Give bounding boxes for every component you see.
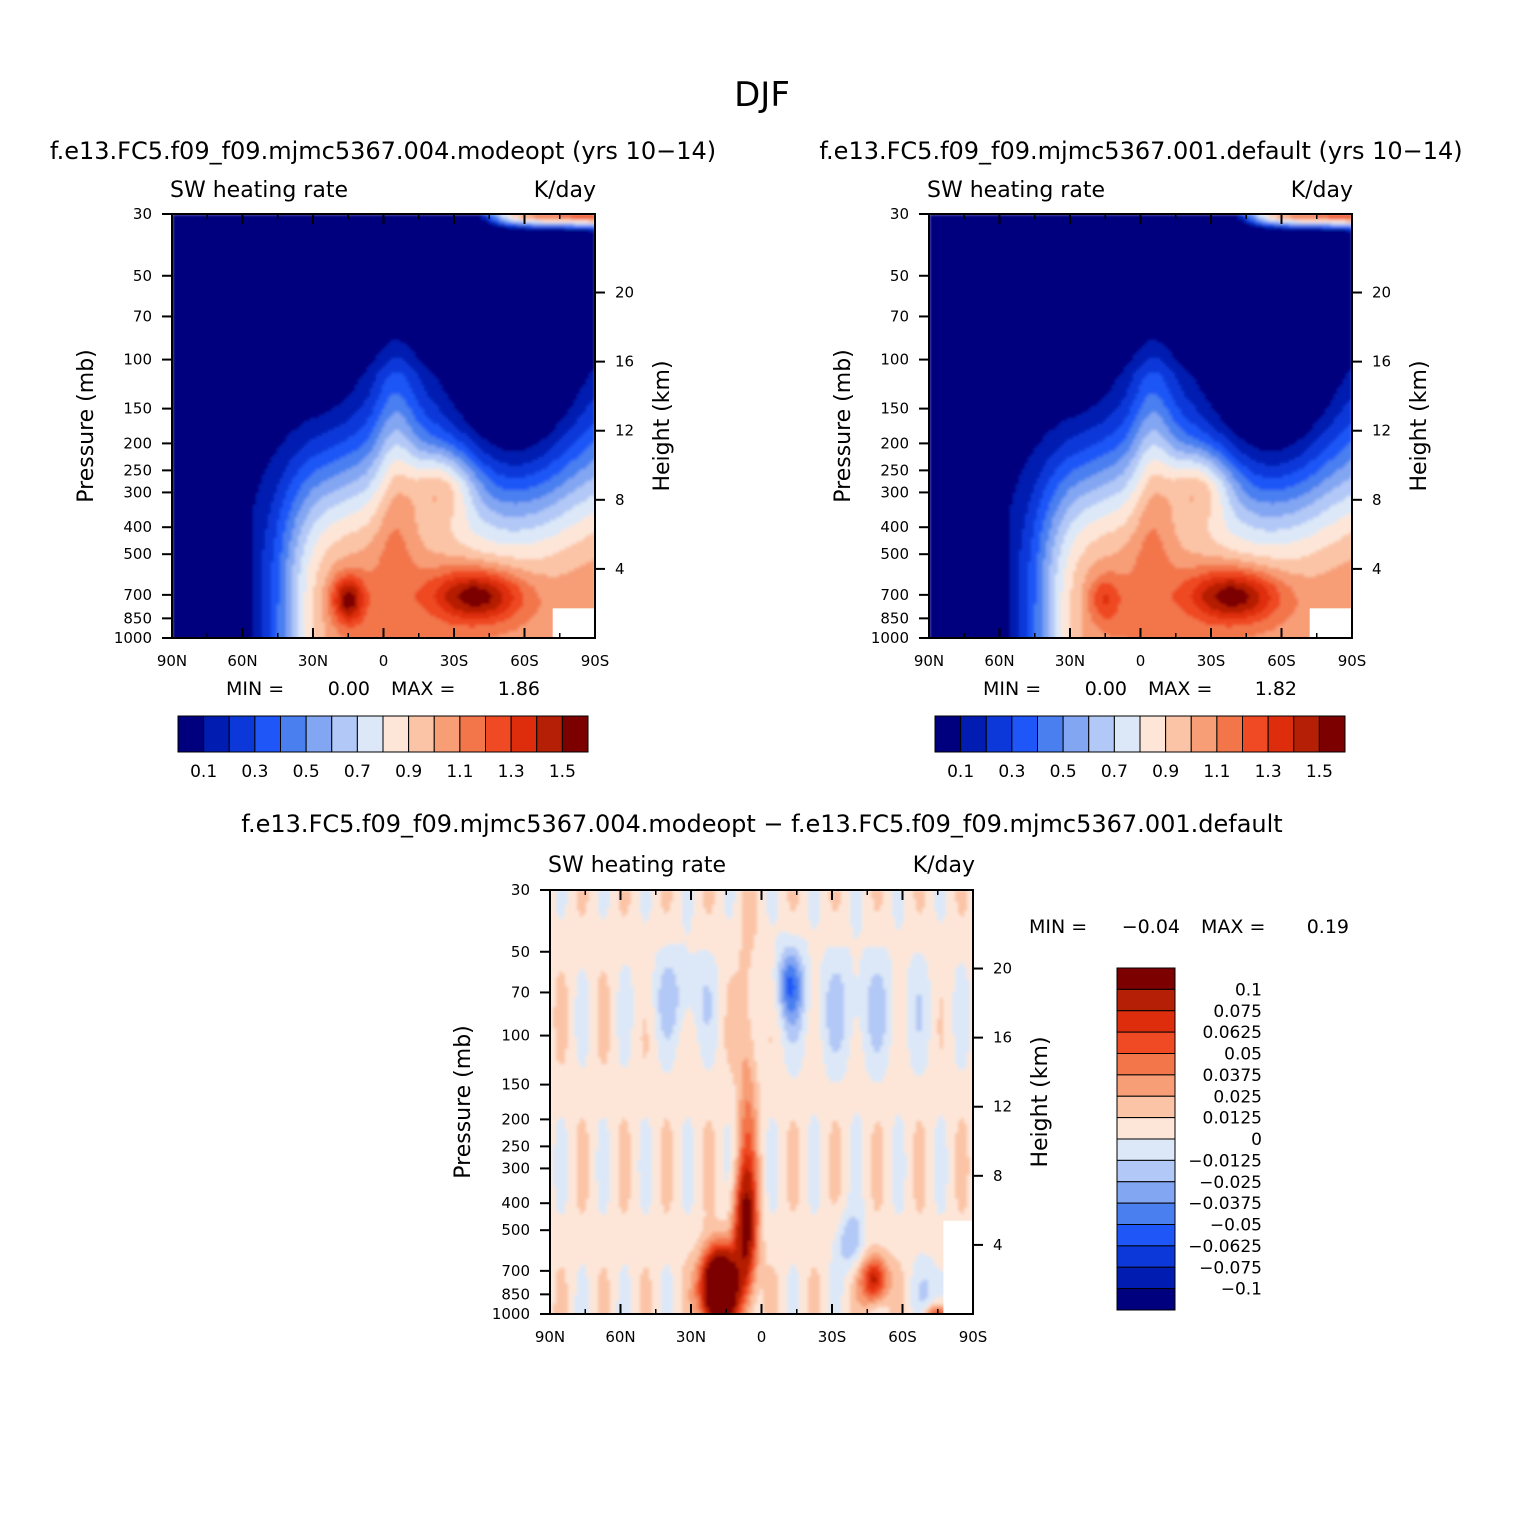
panel-1-left-label: SW heating rate: [170, 178, 348, 203]
panel-1-units-label: K/day: [534, 178, 596, 203]
panel-1: f.e13.FC5.f09_f09.mjmc5367.004.modeopt (…: [50, 137, 716, 782]
panel-1-contour-field: [172, 214, 596, 641]
figure-title: DJF: [734, 75, 790, 115]
panel-1-title: f.e13.FC5.f09_f09.mjmc5367.004.modeopt (…: [50, 137, 716, 165]
